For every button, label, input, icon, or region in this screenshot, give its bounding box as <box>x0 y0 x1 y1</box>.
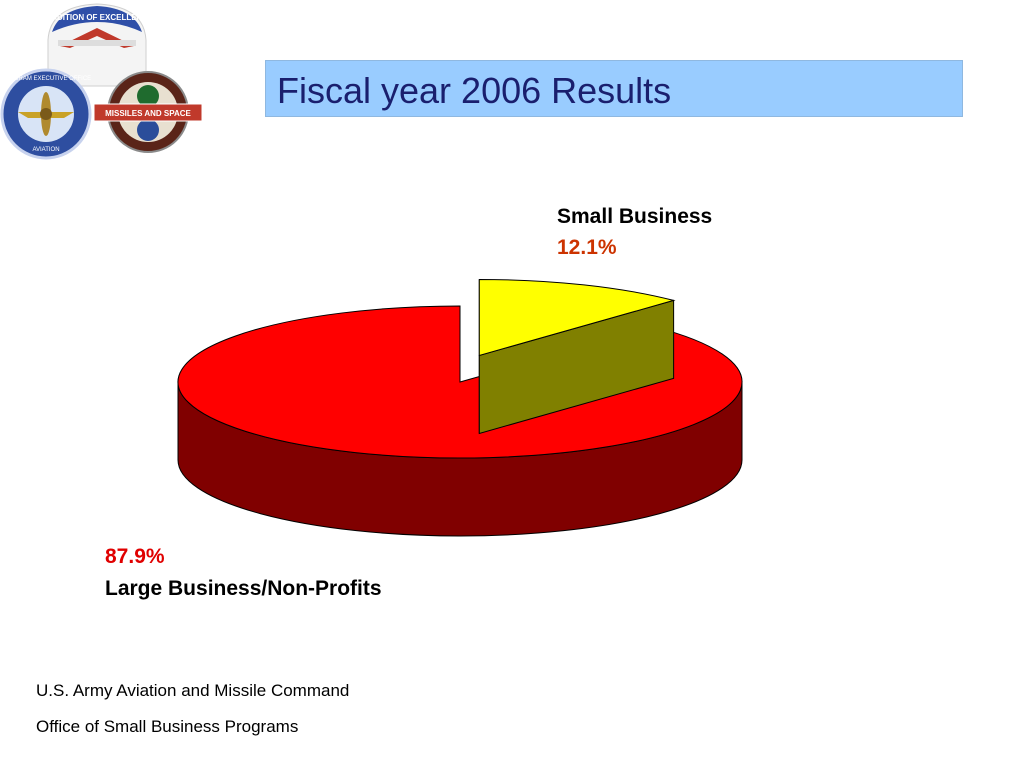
footer-office-line: Office of Small Business Programs <box>36 717 299 736</box>
pie-slice-top <box>478 278 676 357</box>
logo-group: TRADITION OF EXCELLENCE PROGRAM EXECUTIV… <box>0 3 203 160</box>
page-title: Fiscal year 2006 Results <box>277 70 672 111</box>
svg-text:MISSILES AND SPACE: MISSILES AND SPACE <box>105 109 191 118</box>
slice-value-large-business: 87.9% <box>105 545 165 568</box>
footer-org-line: U.S. Army Aviation and Missile Command <box>36 681 350 700</box>
title-banner: Fiscal year 2006 Results <box>265 60 963 117</box>
peo-aviation-seal: PROGRAM EXECUTIVE OFFICE AVIATION <box>0 68 92 160</box>
emblem-text: TRADITION OF EXCELLENCE <box>41 13 155 22</box>
slice-label-large-business: Large Business/Non-Profits <box>105 577 382 600</box>
svg-text:AVIATION: AVIATION <box>32 147 59 153</box>
pie-slice-small-business <box>478 278 676 435</box>
peo-missiles-space-seal: MISSILES AND SPACE <box>93 71 203 153</box>
slice-label-small-business: Small Business <box>557 205 713 228</box>
tradition-of-excellence-emblem: TRADITION OF EXCELLENCE <box>41 3 155 87</box>
svg-text:PROGRAM EXECUTIVE OFFICE: PROGRAM EXECUTIVE OFFICE <box>1 76 91 82</box>
slice-value-small-business: 12.1% <box>557 236 617 259</box>
